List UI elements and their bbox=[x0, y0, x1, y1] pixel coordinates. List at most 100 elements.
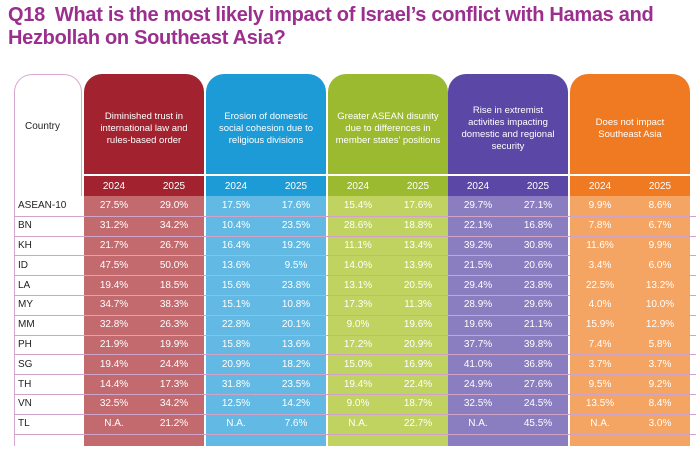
value-cell: N.A. bbox=[104, 418, 124, 430]
value-cell: 36.8% bbox=[523, 358, 553, 370]
row-divider bbox=[14, 413, 696, 415]
row-divider bbox=[14, 334, 696, 336]
column-header-2: Erosion of domestic social cohesion due … bbox=[206, 74, 326, 174]
value-cell: 29.4% bbox=[463, 279, 493, 291]
value-cell: 17.3% bbox=[343, 299, 373, 311]
value-cell: 12.5% bbox=[221, 398, 251, 410]
column-body-2 bbox=[206, 196, 326, 446]
value-cell: 47.5% bbox=[99, 259, 129, 271]
value-cell: 23.8% bbox=[523, 279, 553, 291]
value-cell: 21.5% bbox=[463, 259, 493, 271]
value-cell: 30.8% bbox=[523, 239, 553, 251]
value-cell: N.A. bbox=[468, 418, 488, 430]
value-cell: 10.0% bbox=[645, 299, 675, 311]
row-divider bbox=[14, 275, 696, 277]
row-divider bbox=[14, 215, 696, 217]
value-cell: 18.2% bbox=[281, 358, 311, 370]
value-cell: 10.4% bbox=[221, 220, 251, 232]
country-header-label: Country bbox=[25, 121, 61, 132]
value-cell: 17.6% bbox=[403, 200, 433, 212]
value-cell: 3.7% bbox=[648, 358, 672, 370]
value-cell: 29.6% bbox=[523, 299, 553, 311]
year-label: 2025 bbox=[630, 176, 690, 196]
value-cell: 23.8% bbox=[281, 279, 311, 291]
value-cell: 24.5% bbox=[523, 398, 553, 410]
value-cell: 14.0% bbox=[343, 259, 373, 271]
value-cell: 19.4% bbox=[99, 279, 129, 291]
value-cell: 22.8% bbox=[221, 319, 251, 331]
table-bottom-line bbox=[14, 433, 696, 435]
country-header-card: Country bbox=[14, 74, 82, 196]
value-cell: 26.7% bbox=[159, 239, 189, 251]
value-cell: N.A. bbox=[348, 418, 368, 430]
column-body-3 bbox=[328, 196, 448, 446]
column-header-label: Erosion of domestic social cohesion due … bbox=[218, 111, 313, 146]
value-cell: N.A. bbox=[226, 418, 246, 430]
value-cell: 13.6% bbox=[221, 259, 251, 271]
value-cell: 11.1% bbox=[344, 239, 372, 251]
value-cell: 17.3% bbox=[159, 378, 189, 390]
value-cell: 16.8% bbox=[523, 220, 553, 232]
value-cell: 9.9% bbox=[588, 200, 612, 212]
value-cell: 9.5% bbox=[588, 378, 612, 390]
value-cell: 37.7% bbox=[463, 338, 493, 350]
value-cell: 7.4% bbox=[588, 338, 612, 350]
value-cell: 17.6% bbox=[281, 200, 311, 212]
value-cell: 17.5% bbox=[221, 200, 251, 212]
value-cell: 7.8% bbox=[588, 220, 612, 232]
value-cell: 24.4% bbox=[159, 358, 189, 370]
value-cell: 14.2% bbox=[281, 398, 311, 410]
country-label: PH bbox=[18, 338, 32, 350]
column-header-4: Rise in extremist activities impacting d… bbox=[448, 74, 568, 174]
value-cell: 19.4% bbox=[343, 378, 373, 390]
value-cell: 34.2% bbox=[159, 398, 189, 410]
value-cell: 3.7% bbox=[588, 358, 612, 370]
value-cell: 21.1% bbox=[523, 319, 553, 331]
value-cell: 12.9% bbox=[645, 319, 675, 331]
value-cell: 20.5% bbox=[403, 279, 433, 291]
column-header-label: Does not impact Southeast Asia bbox=[595, 117, 665, 140]
value-cell: 32.5% bbox=[463, 398, 493, 410]
value-cell: 29.7% bbox=[463, 200, 493, 212]
column-header-1: Diminished trust in international law an… bbox=[84, 74, 204, 174]
value-cell: 18.5% bbox=[159, 279, 189, 291]
question-text: What is the most likely impact of Israel… bbox=[8, 4, 654, 49]
value-cell: 6.7% bbox=[648, 220, 672, 232]
value-cell: 13.1% bbox=[343, 279, 373, 291]
country-label: BN bbox=[18, 220, 32, 232]
country-label: TH bbox=[18, 378, 32, 390]
value-cell: 39.8% bbox=[523, 338, 553, 350]
column-body-1 bbox=[84, 196, 204, 446]
year-label: 2025 bbox=[144, 176, 204, 196]
value-cell: 14.4% bbox=[99, 378, 129, 390]
value-cell: 34.2% bbox=[159, 220, 189, 232]
value-cell: 15.9% bbox=[585, 319, 615, 331]
row-divider bbox=[14, 295, 696, 296]
year-label: 2024 bbox=[570, 176, 630, 196]
value-cell: 19.6% bbox=[403, 319, 433, 331]
value-cell: 13.4% bbox=[403, 239, 433, 251]
value-cell: 19.9% bbox=[159, 338, 189, 350]
value-cell: 17.2% bbox=[343, 338, 373, 350]
country-label: MM bbox=[18, 319, 35, 331]
value-cell: 19.4% bbox=[99, 358, 129, 370]
value-cell: 20.1% bbox=[281, 319, 311, 331]
value-cell: 28.6% bbox=[343, 220, 373, 232]
value-cell: 3.4% bbox=[588, 259, 612, 271]
year-label: 2025 bbox=[266, 176, 326, 196]
value-cell: 15.1% bbox=[221, 299, 251, 311]
value-cell: 9.0% bbox=[346, 319, 370, 331]
value-cell: 20.6% bbox=[523, 259, 553, 271]
year-label: 2025 bbox=[388, 176, 448, 196]
country-label: SG bbox=[18, 358, 33, 370]
value-cell: 9.0% bbox=[346, 398, 370, 410]
value-cell: 19.2% bbox=[281, 239, 311, 251]
value-cell: 8.6% bbox=[648, 200, 672, 212]
country-label: KH bbox=[18, 239, 32, 251]
value-cell: 13.6% bbox=[281, 338, 311, 350]
value-cell: 22.4% bbox=[403, 378, 433, 390]
value-cell: 24.9% bbox=[463, 378, 493, 390]
value-cell: 15.8% bbox=[221, 338, 251, 350]
value-cell: 4.0% bbox=[588, 299, 612, 311]
value-cell: 27.5% bbox=[99, 200, 129, 212]
